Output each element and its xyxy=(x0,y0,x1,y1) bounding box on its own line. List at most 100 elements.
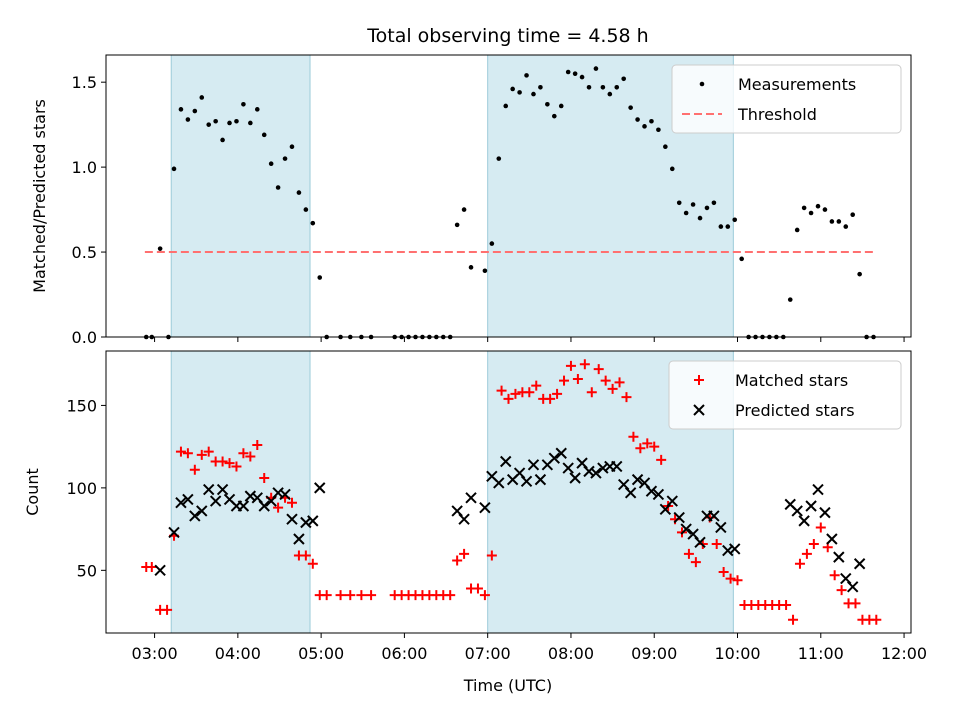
predicted-stars-point xyxy=(812,483,824,496)
measurement-point xyxy=(192,108,198,114)
measurement-point xyxy=(517,90,522,95)
matched-stars-point xyxy=(718,566,729,577)
measurement-point xyxy=(600,84,606,90)
matched-stars-point xyxy=(642,438,653,449)
matched-stars-point xyxy=(656,454,667,465)
measurement-point xyxy=(545,101,550,107)
matched-stars-point xyxy=(586,387,597,398)
predicted-stars-point xyxy=(168,526,180,539)
legend-label: Matched stars xyxy=(735,371,848,390)
predicted-stars-point xyxy=(465,492,477,504)
measurement-point xyxy=(836,219,842,224)
matched-stars-point xyxy=(459,548,470,559)
matched-stars-point xyxy=(496,385,507,396)
x-tick-label: 08:00 xyxy=(548,644,594,663)
predicted-stars-point xyxy=(196,505,208,517)
matched-stars-point xyxy=(614,377,625,388)
measurement-point xyxy=(718,224,724,229)
legend-measurement-marker xyxy=(699,81,705,87)
matched-stars-point xyxy=(321,590,332,601)
predicted-stars-point xyxy=(182,493,194,506)
matched-stars-point xyxy=(732,575,743,586)
measurement-point xyxy=(586,84,592,90)
measurement-point xyxy=(296,190,302,195)
measurement-point xyxy=(642,124,647,129)
predicted-stars-point xyxy=(216,483,229,496)
predicted-stars-point xyxy=(673,511,685,524)
x-tick-label: 05:00 xyxy=(298,644,344,663)
measurement-point xyxy=(213,118,218,124)
measurement-point xyxy=(261,132,267,138)
matched-stars-point xyxy=(445,590,456,601)
measurement-point xyxy=(282,156,288,161)
matched-stars-point xyxy=(479,590,490,601)
matched-stars-point xyxy=(621,392,632,403)
matched-stars-point xyxy=(836,585,847,596)
measurement-point xyxy=(489,241,495,246)
top-y-tick-label: 0.0 xyxy=(72,328,97,347)
measurement-point xyxy=(468,265,474,270)
predicted-stars-point xyxy=(846,581,859,593)
predicted-stars-point xyxy=(805,500,817,512)
x-tick-label: 06:00 xyxy=(381,644,427,663)
measurement-point xyxy=(558,103,564,109)
bottom-legend: Matched stars Predicted stars xyxy=(668,360,902,430)
measurement-point xyxy=(607,91,613,97)
measurement-point xyxy=(669,166,675,172)
top-y-tick-label: 0.5 xyxy=(72,243,97,262)
top-legend: Measurements Threshold xyxy=(671,64,902,134)
predicted-stars-point xyxy=(534,473,547,486)
predicted-stars-point xyxy=(258,500,270,512)
measurement-point xyxy=(635,117,640,122)
measurement-point xyxy=(185,117,191,122)
matched-stars-point xyxy=(524,387,535,398)
top-y-tick-label: 1.0 xyxy=(72,158,97,177)
matched-stars-point xyxy=(725,573,736,584)
matched-stars-point xyxy=(472,583,483,594)
measurement-point xyxy=(822,207,828,212)
matched-stars-point xyxy=(579,359,590,370)
top-panel: 0.0 0.5 1.0 1.5 Measurements Threshold xyxy=(72,54,912,347)
matched-stars-point xyxy=(189,464,200,475)
top-y-axis-label: Matched/Predicted stars xyxy=(30,99,49,293)
matched-stars-point xyxy=(871,614,882,625)
measurement-point xyxy=(794,227,800,233)
legend-predicted-marker xyxy=(693,404,705,416)
matched-stars-point xyxy=(808,538,819,549)
measurement-point xyxy=(503,103,509,109)
predicted-stars-point xyxy=(307,515,319,527)
measurement-point xyxy=(157,246,163,251)
matched-stars-point xyxy=(503,393,514,404)
predicted-stars-point xyxy=(798,515,810,527)
predicted-stars-point xyxy=(569,472,581,484)
measurement-point xyxy=(565,69,571,75)
matched-stars-point xyxy=(452,555,463,566)
matched-stars-point xyxy=(217,456,228,467)
matched-stars-point xyxy=(224,458,235,469)
bottom-y-axis-label: Count xyxy=(23,468,42,516)
measurement-point xyxy=(815,203,821,209)
matched-stars-point xyxy=(531,380,542,391)
x-tick-label: 11:00 xyxy=(798,644,844,663)
measurement-point xyxy=(725,224,731,229)
measurement-point xyxy=(461,207,467,212)
bottom-legend-box xyxy=(668,360,902,430)
measurement-point xyxy=(227,120,232,126)
predicted-stars-point xyxy=(189,510,201,522)
measurement-point xyxy=(496,156,502,161)
measurement-point xyxy=(697,215,703,221)
matched-stars-point xyxy=(683,548,694,559)
measurement-point xyxy=(220,137,225,143)
matched-stars-point xyxy=(635,443,646,454)
matched-stars-point xyxy=(711,538,722,549)
predicted-stars-point xyxy=(520,475,533,487)
matched-stars-point xyxy=(356,590,367,601)
predicted-stars-point xyxy=(694,536,706,549)
legend-matched-marker xyxy=(694,375,704,385)
matched-stars-point xyxy=(690,557,701,568)
measurement-point xyxy=(572,71,578,76)
predicted-stars-point xyxy=(286,513,298,525)
predicted-stars-point xyxy=(666,495,678,507)
matched-stars-point xyxy=(572,374,583,385)
predicted-stars-point xyxy=(458,513,470,525)
